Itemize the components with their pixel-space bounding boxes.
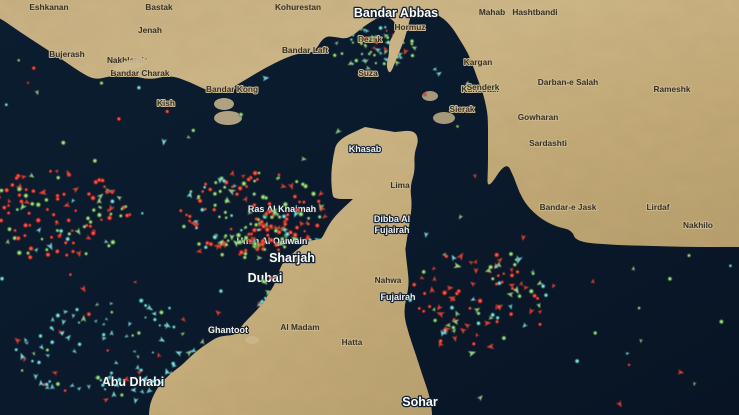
svg-text:Rameshk: Rameshk <box>654 84 691 94</box>
svg-text:Nakhilo: Nakhilo <box>683 220 713 230</box>
svg-text:Bujerash: Bujerash <box>49 49 85 59</box>
svg-text:Dibba Al: Dibba Al <box>374 214 410 224</box>
svg-text:Ghantoot: Ghantoot <box>208 325 248 335</box>
svg-text:Lirdaf: Lirdaf <box>646 202 669 212</box>
svg-text:Bandar Kong: Bandar Kong <box>206 84 258 94</box>
svg-text:Khasab: Khasab <box>349 144 382 154</box>
svg-text:Kish: Kish <box>157 98 175 108</box>
svg-text:Eshkanan: Eshkanan <box>29 2 68 12</box>
svg-text:Nahwa: Nahwa <box>375 275 402 285</box>
svg-text:Lima: Lima <box>390 180 410 190</box>
svg-text:Hormuz: Hormuz <box>395 22 426 32</box>
svg-text:Darban-e Salah: Darban-e Salah <box>538 77 598 87</box>
svg-text:Fujairah: Fujairah <box>374 225 409 235</box>
svg-text:Bandar-e Jask: Bandar-e Jask <box>540 202 597 212</box>
svg-text:Bastak: Bastak <box>145 2 173 12</box>
svg-text:Hatta: Hatta <box>342 337 363 347</box>
svg-text:Ras Al Khaimah: Ras Al Khaimah <box>248 204 316 214</box>
svg-text:Sardashti: Sardashti <box>529 138 567 148</box>
svg-text:Bandar Abbas: Bandar Abbas <box>354 6 438 20</box>
svg-text:Mahab: Mahab <box>479 7 505 17</box>
svg-text:Kargan: Kargan <box>464 57 493 67</box>
svg-text:Bandar Laft: Bandar Laft <box>282 45 328 55</box>
svg-text:Senderk: Senderk <box>467 82 500 92</box>
svg-text:Al Madam: Al Madam <box>280 322 319 332</box>
svg-text:Sharjah: Sharjah <box>269 251 315 265</box>
svg-text:Jenah: Jenah <box>138 25 162 35</box>
svg-text:Gowharan: Gowharan <box>518 112 559 122</box>
svg-text:Kohurestan: Kohurestan <box>275 2 321 12</box>
svg-text:Sierak: Sierak <box>450 104 475 114</box>
svg-text:Hashtbandi: Hashtbandi <box>512 7 557 17</box>
svg-text:Suza: Suza <box>358 68 378 78</box>
